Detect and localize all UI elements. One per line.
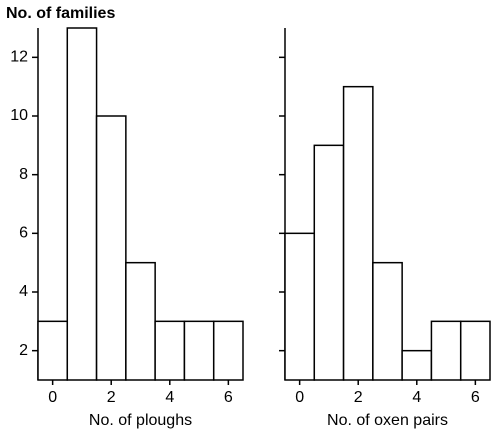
bar — [154, 320, 186, 381]
bar — [37, 320, 69, 381]
y-axis-label: No. of families — [6, 5, 115, 22]
bar — [66, 27, 98, 381]
bar — [313, 144, 345, 381]
y-tick-label: 4 — [19, 283, 28, 300]
y-tick-label: 10 — [10, 107, 28, 124]
y-tick-label: 2 — [19, 342, 28, 359]
y-tick-label: 6 — [19, 225, 28, 242]
y-tick-label: 8 — [19, 166, 28, 183]
bar — [125, 261, 156, 381]
x-tick-label: 2 — [107, 389, 116, 406]
bar — [342, 85, 374, 381]
x-tick-label: 2 — [354, 389, 363, 406]
y-tick-label: 12 — [10, 49, 28, 66]
bar — [212, 320, 244, 381]
x-tick-label: 4 — [412, 389, 421, 406]
x-axis-label: No. of oxen pairs — [327, 412, 448, 429]
x-axis-label: No. of ploughs — [89, 412, 192, 429]
x-tick-label: 6 — [224, 389, 233, 406]
bar — [284, 232, 316, 381]
bar — [95, 115, 127, 381]
bar — [430, 320, 462, 381]
x-tick-label: 6 — [471, 389, 480, 406]
bar — [459, 320, 491, 381]
bar — [401, 349, 433, 381]
bar — [183, 320, 215, 381]
bar — [372, 261, 403, 381]
x-tick-label: 0 — [48, 389, 57, 406]
x-tick-label: 4 — [165, 389, 174, 406]
x-tick-label: 0 — [295, 389, 304, 406]
